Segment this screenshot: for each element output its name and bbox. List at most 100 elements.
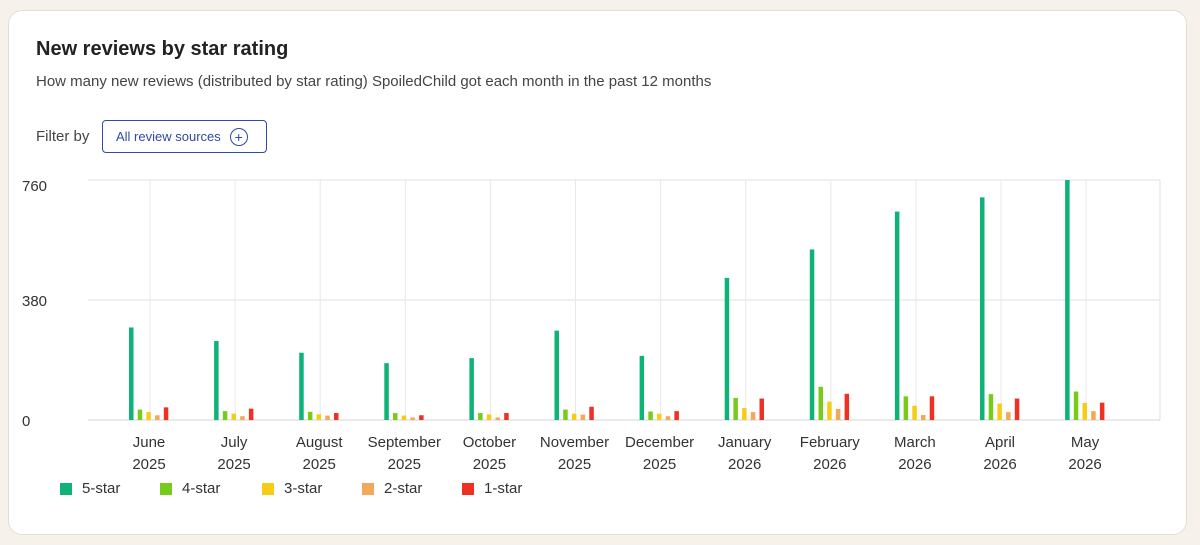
- bar-4-star-11: [1073, 391, 1079, 420]
- bar-1-star-0: [163, 407, 169, 420]
- legend-swatch: [160, 482, 172, 495]
- x-tick-label-year: 2026: [1068, 456, 1101, 473]
- x-tick-label-year: 2026: [983, 456, 1016, 473]
- review-sources-filter-button[interactable]: All review sources +: [102, 120, 267, 153]
- bar-4-star-7: [733, 397, 738, 420]
- bar-1-star-4: [504, 413, 509, 420]
- bar-3-star-5: [571, 413, 577, 420]
- legend-label: 2-star: [384, 480, 423, 497]
- bar-5-star-7: [724, 277, 730, 420]
- x-tick-label-year: 2026: [728, 456, 761, 473]
- bar-3-star-0: [146, 412, 151, 420]
- x-tick-label-year: 2025: [217, 456, 250, 473]
- bar-5-star-9: [894, 211, 900, 420]
- bar-4-star-4: [478, 413, 483, 420]
- x-tick-label-month: July: [221, 434, 248, 451]
- bar-3-star-7: [742, 408, 747, 420]
- x-tick-label-month: August: [296, 434, 344, 451]
- x-tick-label-year: 2026: [813, 456, 846, 473]
- x-tick-label-month: September: [368, 434, 441, 451]
- bar-4-star-6: [648, 411, 653, 420]
- bar-3-star-11: [1082, 402, 1087, 420]
- bar-1-star-1: [248, 408, 254, 420]
- x-tick-label-year: 2025: [132, 456, 165, 473]
- bar-1-star-9: [929, 396, 935, 420]
- bar-5-star-4: [469, 358, 474, 420]
- x-tick-label-year: 2025: [473, 456, 506, 473]
- bar-5-star-0: [129, 327, 134, 420]
- bar-5-star-11: [1065, 180, 1070, 420]
- bar-2-star-10: [1006, 412, 1011, 420]
- bar-5-star-2: [299, 352, 304, 420]
- bar-5-star-5: [554, 330, 559, 420]
- legend-item: 5-star: [60, 480, 160, 497]
- chart-legend: 5-star 4-star 3-star 2-star 1-star: [60, 480, 562, 497]
- x-tick-label-month: February: [800, 434, 861, 451]
- x-tick-label-year: 2025: [303, 456, 336, 473]
- bar-2-star-4: [495, 417, 500, 420]
- legend-item: 4-star: [160, 480, 262, 497]
- bar-4-star-9: [903, 396, 909, 420]
- x-tick-label-year: 2025: [388, 456, 421, 473]
- legend-item: 3-star: [262, 480, 362, 497]
- bar-3-star-2: [316, 414, 322, 420]
- x-tick-label-month: June: [133, 434, 166, 451]
- bar-3-star-6: [657, 413, 662, 420]
- bar-2-star-8: [835, 408, 841, 420]
- bar-4-star-10: [988, 394, 994, 420]
- bar-2-star-5: [580, 414, 586, 420]
- bar-2-star-2: [325, 415, 330, 420]
- plus-circle-icon: +: [229, 127, 248, 146]
- bar-5-star-6: [639, 355, 645, 420]
- x-tick-label-month: January: [718, 434, 772, 451]
- bar-5-star-8: [809, 249, 815, 420]
- x-tick-label-month: March: [894, 434, 936, 451]
- legend-label: 1-star: [484, 480, 523, 497]
- bar-2-star-11: [1091, 411, 1096, 420]
- bar-chart: 0 380 760 June 2025 July 2025 August 2025 Septemb…: [22, 178, 1161, 473]
- bar-4-star-3: [393, 413, 398, 420]
- legend-label: 4-star: [182, 480, 221, 497]
- x-tick-label-year: 2026: [898, 456, 931, 473]
- bar-1-star-3: [419, 415, 424, 420]
- y-tick-label: 760: [22, 178, 47, 195]
- bar-1-star-10: [1014, 398, 1020, 420]
- bar-4-star-5: [563, 409, 568, 420]
- bar-5-star-1: [214, 341, 219, 420]
- legend-item: 2-star: [362, 480, 462, 497]
- bar-1-star-2: [334, 413, 339, 420]
- bar-5-star-10: [980, 197, 985, 420]
- x-tick-label-month: November: [540, 434, 609, 451]
- bar-3-star-4: [486, 414, 492, 420]
- bar-1-star-5: [589, 406, 594, 420]
- bar-2-star-3: [410, 417, 415, 420]
- legend-swatch: [60, 482, 72, 495]
- filter-button-label: All review sources: [116, 129, 221, 144]
- legend-swatch: [362, 482, 374, 495]
- bar-5-star-3: [384, 363, 389, 420]
- legend-label: 3-star: [284, 480, 323, 497]
- bar-2-star-9: [921, 414, 926, 420]
- filter-label: Filter by: [36, 128, 90, 145]
- legend-swatch: [462, 482, 474, 495]
- bar-3-star-8: [827, 401, 832, 420]
- x-tick-label-month: December: [625, 434, 694, 451]
- bar-1-star-11: [1099, 402, 1105, 420]
- bar-4-star-8: [818, 386, 823, 420]
- y-tick-label: 380: [22, 293, 47, 310]
- bar-2-star-6: [665, 416, 671, 420]
- x-tick-label-month: April: [985, 434, 1015, 451]
- bar-4-star-0: [137, 409, 143, 420]
- bar-1-star-6: [674, 411, 679, 420]
- x-tick-label-month: October: [463, 434, 516, 451]
- reviews-card: New reviews by star rating How many new …: [8, 10, 1187, 535]
- card-title: New reviews by star rating: [36, 38, 289, 60]
- bar-3-star-9: [912, 405, 917, 420]
- y-tick-label: 0: [22, 413, 30, 430]
- bar-4-star-1: [222, 411, 228, 420]
- bar-2-star-1: [240, 416, 245, 420]
- card-subtitle: How many new reviews (distributed by sta…: [36, 73, 712, 90]
- bar-1-star-7: [759, 398, 764, 420]
- legend-swatch: [262, 482, 274, 495]
- bar-3-star-3: [401, 415, 407, 420]
